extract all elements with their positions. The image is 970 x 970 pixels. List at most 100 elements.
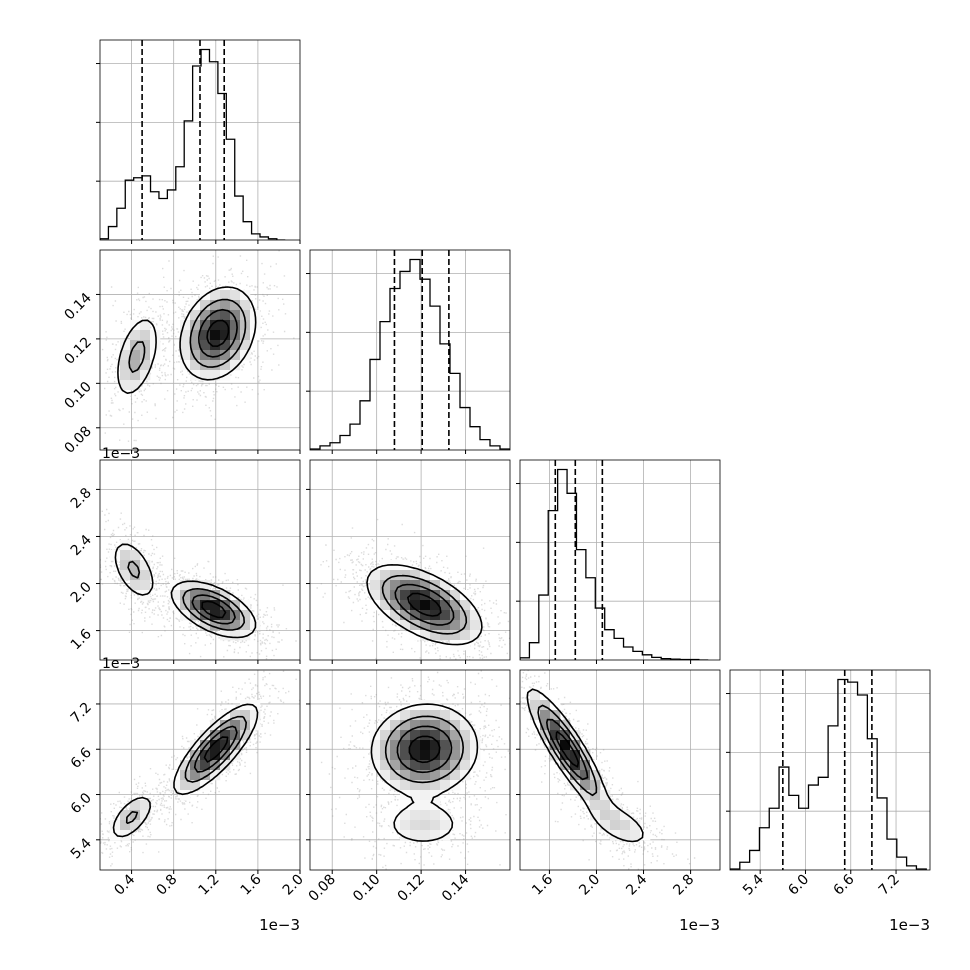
density-bin <box>420 600 431 611</box>
density-bin <box>430 750 441 761</box>
density-bin <box>180 760 191 771</box>
density-bin <box>560 730 571 741</box>
density-bin <box>460 760 471 771</box>
density-bin <box>570 770 581 781</box>
y-tick-label: 0.10 <box>61 379 94 412</box>
density-bin <box>540 690 551 701</box>
density-bin <box>220 350 231 361</box>
contour-line <box>537 704 598 797</box>
density-bin <box>640 830 651 841</box>
density-bin <box>210 770 221 781</box>
density-bin <box>230 350 241 361</box>
density-bin <box>190 330 201 341</box>
density-bin <box>440 630 451 641</box>
density-bin <box>240 620 251 631</box>
density-bin <box>600 800 611 811</box>
density-bin <box>220 610 231 621</box>
density-bin <box>430 770 441 781</box>
density-bin <box>410 630 421 641</box>
density-bin <box>410 570 421 581</box>
y-tick-label: 2.4 <box>68 532 95 559</box>
scatter-panel <box>96 669 301 874</box>
density-bin <box>230 750 241 761</box>
contour-line <box>526 688 644 843</box>
density-bin <box>410 830 421 841</box>
density-bin <box>240 300 251 311</box>
density-bin <box>460 750 471 761</box>
panel-frame <box>99 39 301 241</box>
density-bin <box>430 780 441 791</box>
density-bin <box>400 750 411 761</box>
density-bin <box>380 590 391 601</box>
density-bin <box>120 340 131 351</box>
density-bin <box>440 730 451 741</box>
density-bin <box>140 800 151 811</box>
density-bin <box>400 800 411 811</box>
density-bin <box>450 750 461 761</box>
density-bin <box>370 760 381 771</box>
x-tick-label: 6.6 <box>831 871 858 898</box>
x-tick-label: 0.12 <box>395 872 428 905</box>
density-bin <box>190 320 201 331</box>
density-bin <box>220 360 231 371</box>
density-bin <box>110 820 121 831</box>
density-bin <box>120 360 131 371</box>
density-bin <box>420 780 431 791</box>
y-tick-label: 0.12 <box>61 334 94 367</box>
density-bin <box>420 710 431 721</box>
density-bin <box>460 640 471 651</box>
density-bin <box>390 730 401 741</box>
density-bin <box>210 300 221 311</box>
density-bin <box>120 370 131 381</box>
density-bin <box>250 330 261 341</box>
density-bin <box>220 320 231 331</box>
density-bin <box>440 820 451 831</box>
contour-line <box>198 308 238 358</box>
density-bin <box>380 750 391 761</box>
x-offset-label: 1e−3 <box>259 916 300 934</box>
density-bin <box>380 770 391 781</box>
density-bin <box>120 570 131 581</box>
density-bin <box>440 580 451 591</box>
x-tick-label: 0.8 <box>153 872 180 899</box>
density-bin <box>430 570 441 581</box>
density-bin <box>460 600 471 611</box>
density-bin <box>120 390 131 401</box>
density-bin <box>220 730 231 741</box>
density-bin <box>120 350 131 361</box>
y-tick-label: 6.0 <box>68 790 95 817</box>
density-bin <box>130 360 141 371</box>
density-bin <box>230 360 241 371</box>
density-bin <box>200 770 211 781</box>
density-bin <box>560 740 571 751</box>
x-tick-label: 2.4 <box>623 871 650 898</box>
density-bin <box>390 810 401 821</box>
density-bin <box>230 630 241 641</box>
density-bin <box>130 370 141 381</box>
density-bin <box>230 730 241 741</box>
density-bin <box>370 580 381 591</box>
density-bin <box>450 610 461 621</box>
density-bin <box>190 780 201 791</box>
x-tick-label: 1.6 <box>529 871 556 898</box>
density-bin <box>230 310 241 321</box>
density-bin <box>460 590 471 601</box>
density-bin <box>130 550 141 561</box>
density-bin <box>450 770 461 781</box>
density-bin <box>410 710 421 721</box>
density-bin <box>460 740 471 751</box>
density-bin <box>450 740 461 751</box>
density-bin <box>430 730 441 741</box>
density-bin <box>440 760 451 771</box>
density-bin <box>390 770 401 781</box>
panel-frame <box>99 249 301 451</box>
density-bin <box>190 750 201 761</box>
density-bin <box>180 780 191 791</box>
density-bin <box>200 620 211 631</box>
density-bin <box>190 600 201 611</box>
density-bin <box>220 340 231 351</box>
density-bin <box>220 620 231 631</box>
density-bin <box>110 830 121 841</box>
density-bin <box>410 780 421 791</box>
contour-line <box>193 725 238 773</box>
